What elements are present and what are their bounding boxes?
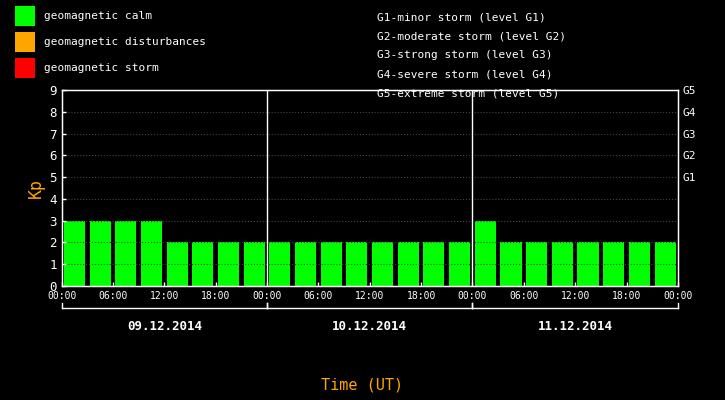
Text: G4-severe storm (level G4): G4-severe storm (level G4) [377, 70, 552, 80]
Bar [115, 221, 136, 286]
Bar [629, 242, 650, 286]
Bar [372, 242, 393, 286]
Text: G5-extreme storm (level G5): G5-extreme storm (level G5) [377, 89, 559, 99]
Bar [655, 242, 676, 286]
Bar [141, 221, 162, 286]
Bar [552, 242, 573, 286]
Bar [320, 242, 341, 286]
Text: G2-moderate storm (level G2): G2-moderate storm (level G2) [377, 31, 566, 41]
Bar [603, 242, 624, 286]
Bar [167, 242, 188, 286]
Bar [475, 221, 496, 286]
Bar [500, 242, 521, 286]
Bar [449, 242, 470, 286]
Bar [398, 242, 419, 286]
Bar [423, 242, 444, 286]
Bar [578, 242, 599, 286]
Bar [347, 242, 368, 286]
Bar [90, 221, 111, 286]
Bar [64, 221, 85, 286]
Text: G3-strong storm (level G3): G3-strong storm (level G3) [377, 50, 552, 60]
Bar [295, 242, 316, 286]
Bar [192, 242, 213, 286]
Bar [218, 242, 239, 286]
Y-axis label: Kp: Kp [27, 178, 45, 198]
Text: geomagnetic disturbances: geomagnetic disturbances [44, 37, 205, 47]
Text: Time (UT): Time (UT) [321, 377, 404, 392]
Text: geomagnetic storm: geomagnetic storm [44, 63, 158, 73]
Bar [270, 242, 291, 286]
Text: geomagnetic calm: geomagnetic calm [44, 11, 152, 21]
Text: G1-minor storm (level G1): G1-minor storm (level G1) [377, 12, 546, 22]
Bar [526, 242, 547, 286]
Text: 09.12.2014: 09.12.2014 [127, 320, 202, 332]
Text: 10.12.2014: 10.12.2014 [332, 320, 407, 332]
Text: 11.12.2014: 11.12.2014 [538, 320, 613, 332]
Bar [244, 242, 265, 286]
